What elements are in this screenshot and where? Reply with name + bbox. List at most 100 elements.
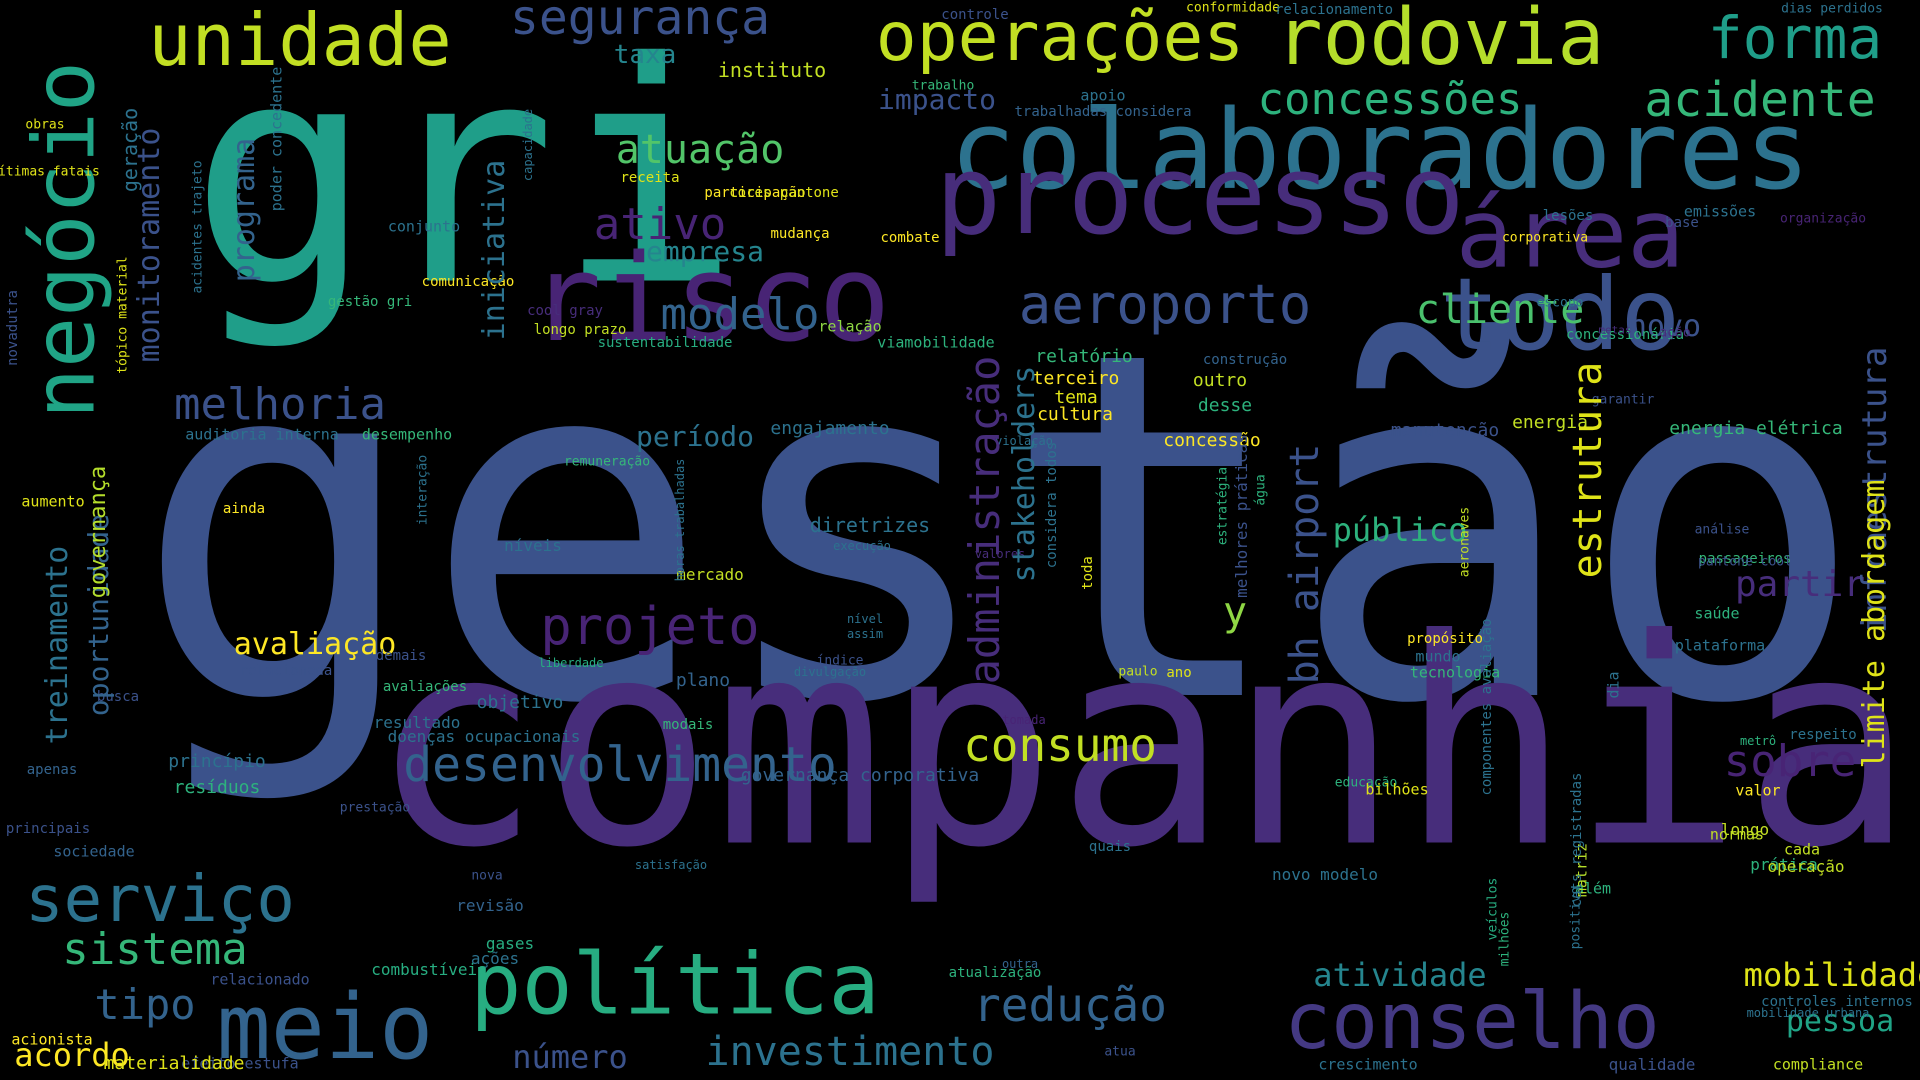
word-combustiveis: combustíveis [371,960,487,979]
word-viamobilidade: viamobilidade [877,333,995,352]
word-vitimas-fatais: vítimas fatais [0,164,100,180]
word-governanca: governança [86,465,111,599]
word-crescimento: crescimento [1318,1055,1418,1074]
word-conjunto: conjunto [387,217,461,236]
word-area: área [1455,179,1685,290]
word-acidente: acidente [1644,72,1876,128]
word-mobilidade: mobilidade [1743,956,1920,994]
word-operacao: operação [1767,857,1845,876]
word-empresa: empresa [645,235,765,268]
word-principio: princípio [168,751,266,772]
word-trabalho: trabalho [911,78,975,94]
word-escopo: escopo [1536,295,1584,311]
word-quais: quais [1088,839,1132,855]
word-topico-material: tópico material [115,256,131,374]
word-corporativa: corporativa [1501,230,1589,246]
word-ativo: ativo [593,199,727,250]
word-normas: normas [1709,825,1765,844]
word-apenas: apenas [26,762,78,778]
word-modais: modais [662,717,714,733]
word-todo: todo [1439,256,1681,373]
word-proposito: propósito [1407,631,1483,647]
word-taxa: taxa [613,40,677,70]
word-relacao: relação [818,317,882,336]
word-iniciativa: iniciativa [477,159,512,341]
word-capacidade: capacidade [521,108,535,182]
word-companhia: companhia [369,578,1915,911]
word-liberdade: liberdade [538,656,604,670]
word-seguranca: segurança [509,0,771,46]
word-bh-airport: bh airport [1282,443,1328,685]
word-consumo: consumo [963,718,1157,772]
word-dias-perdidos: dias perdidos [1781,1,1883,17]
word-sobre: sobre [1723,736,1857,787]
word-atividade: atividade [1313,956,1487,994]
word-metas: metas [1598,323,1632,337]
word-paulo: paulo [1118,664,1158,680]
word-limite-abordagem: limite abordagem [1857,479,1892,769]
word-considera-todos: considera todos [1044,441,1060,569]
word-gestao-gri: gestão gri [327,294,413,310]
word-positivo: positivo [1568,886,1584,950]
word-toda: toda [1080,556,1096,590]
word-concessao: concessão [1163,430,1261,451]
word-base: base [1665,215,1699,231]
word-treinamento: treinamento [40,545,75,745]
word-assim: assim [846,627,884,641]
word-conselho: conselho [1284,977,1660,1067]
word-violacao: violação [995,434,1053,448]
word-organizacao: organização [1779,211,1867,227]
word-controles-internos: controles internos [1761,994,1913,1010]
word-alem: além [1574,879,1612,898]
word-administracao: administração [960,355,1009,685]
word-satisfacao: satisfação [634,858,708,872]
word-forma: forma [1707,4,1883,72]
word-cores-pantone: cores pantone [729,185,839,201]
word-trabalhadas-considera: trabalhadas considera [1014,104,1192,120]
word-busca: busca [96,689,140,705]
word-mundo: mundo [1415,647,1461,666]
word-reducao: redução [973,978,1167,1032]
word-respeito: respeito [1789,727,1857,743]
word-obras: obras [25,117,65,133]
word-cliente: cliente [1415,287,1585,333]
word-relacionada: relacionada [239,663,333,679]
word-desenvolvimento: desenvolvimento [403,737,837,793]
word-qualidade: qualidade [1608,1055,1696,1074]
word-tomada: tomada [1002,713,1046,727]
word-pantone-cool: pantone cool [1698,554,1792,570]
word-risco: risco [529,230,891,369]
word-acoes: ações [470,949,520,968]
word-plano: plano [675,670,731,691]
word-servico: serviço [25,863,295,937]
word-gestao: gestão [133,250,1867,809]
word-relatorio: relatório [1035,346,1133,367]
word-objetivo: objetivo [476,692,564,713]
word-geracao: geração [118,107,142,193]
word-nivel: nível [846,612,884,626]
word-demais: demais [375,648,427,664]
word-participacao: participação [704,185,806,201]
word-instituto: instituto [717,58,827,82]
word-analise: análise [1694,522,1750,538]
word-desse: desse [1197,395,1253,416]
word-acordo: acordo [14,1036,130,1074]
word-saude: saúde [1694,604,1740,623]
word-apoio: apoio [1080,86,1126,105]
word-tipo: tipo [94,980,196,1029]
word-resultado: resultado [373,713,461,732]
word-sociedade: sociedade [53,842,135,861]
word-novo: novo [1628,309,1702,344]
word-lesoes: lesões [1542,208,1594,224]
word-sustentabilidade: sustentabilidade [597,335,733,351]
word-tema: tema [1054,387,1098,408]
word-bilhoes: bilhões [1365,780,1429,799]
word-partir: partir [1734,564,1866,605]
word-acionista: acionista [11,1030,93,1049]
word-pratica: prática [1750,855,1818,874]
word-modelo: modelo [660,289,820,340]
word-periodo: período [635,420,755,453]
word-gases: gases [485,934,535,953]
word-emissoes: emissões [1683,202,1757,221]
